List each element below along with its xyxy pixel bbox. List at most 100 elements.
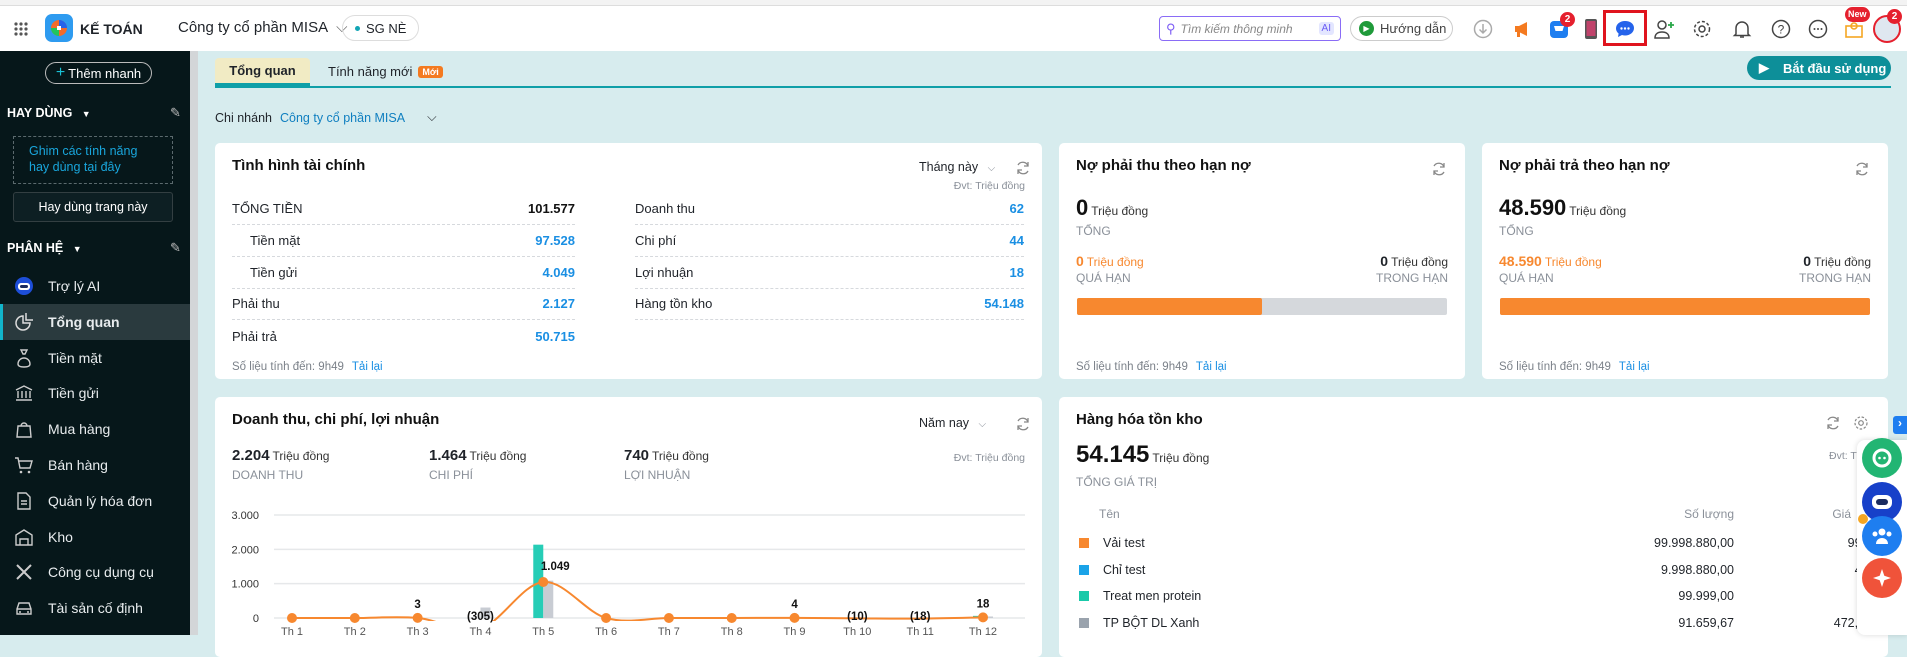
sidebar-item-3[interactable]: Tiền mặt [0,340,190,376]
overdue-value: 48.590 [1499,253,1542,269]
period-dropdown[interactable]: Tháng này ⌵ [919,160,995,174]
sparkle-ai-icon[interactable] [1862,558,1902,598]
row-value[interactable]: 50.715 [535,329,575,344]
row-label: Phải trả [232,329,277,344]
caret-down-icon: ▼ [73,244,82,254]
chat-support-icon[interactable] [1862,438,1902,478]
chevron-down-icon: ⌵ [988,163,996,174]
car-icon [14,598,34,618]
profit-point[interactable] [287,613,297,623]
sidebar-item-5[interactable]: Mua hàng [0,411,190,447]
branch-dropdown[interactable]: Công ty cổ phần MISA [280,111,405,125]
start-using-button[interactable]: ▶Bắt đầu sử dụng [1747,56,1891,80]
sidebar-item-9[interactable]: Công cụ dụng cụ [0,554,190,590]
quick-add-button[interactable]: +Thêm nhanh [45,62,152,84]
reload-link[interactable]: Tải lại [352,361,383,373]
x-tick-label: Th 2 [344,626,366,638]
sidebar-item-label: Tiền mặt [48,350,102,366]
refresh-icon[interactable] [1015,160,1031,176]
legend-swatch [1079,565,1089,575]
sidebar-item-label: Tiền gửi [48,385,99,401]
help-icon[interactable]: ? [1770,18,1792,40]
edit-pencil-icon[interactable]: ✎ [170,240,181,256]
row-value[interactable]: 18 [1010,265,1024,280]
expand-panel-chevron-icon[interactable]: › [1893,416,1907,434]
y-tick-label: 3.000 [231,510,259,522]
pin-this-page-button[interactable]: Hay dùng trang này [13,192,173,222]
more-options-icon[interactable] [1807,18,1829,40]
edit-pencil-icon[interactable]: ✎ [170,105,181,121]
profit-point[interactable] [538,577,548,587]
refresh-icon[interactable] [1825,415,1841,431]
company-selector[interactable]: Công ty cổ phần MISA⌵ [178,19,347,36]
community-group-icon[interactable] [1862,516,1902,556]
add-user-icon[interactable] [1653,18,1675,40]
sidebar-item-label: Quản lý hóa đơn [48,493,152,509]
megaphone-icon[interactable] [1512,18,1534,40]
cart-icon[interactable]: 2 [1548,18,1570,40]
profit-point[interactable] [978,612,988,622]
user-avatar[interactable]: 2 [1873,15,1901,43]
row-value[interactable]: 54.148 [984,296,1024,311]
row-value[interactable]: 4.049 [542,265,575,280]
legend-swatch [1079,538,1089,548]
tab-overview[interactable]: Tổng quan [215,58,310,86]
x-tick-label: Th 5 [532,626,554,638]
smart-search-input[interactable]: ⚲ Tìm kiếm thông minh AI [1159,16,1341,41]
refresh-icon[interactable] [1854,161,1870,177]
profit-point[interactable] [664,613,674,623]
gift-icon[interactable]: New [1843,18,1865,40]
status-dot-icon [355,26,360,31]
refresh-icon[interactable] [1431,161,1447,177]
reload-link[interactable]: Tải lại [1619,361,1650,373]
reload-link[interactable]: Tải lại [1196,361,1227,373]
profit-point[interactable] [727,613,737,623]
sidebar-item-8[interactable]: Kho [0,519,190,555]
profit-point[interactable] [413,613,423,623]
sidebar-item-1[interactable]: Trợ lý AI [0,268,190,304]
row-value[interactable]: 97.528 [535,233,575,248]
sidebar-item-10[interactable]: Tài sản cố định [0,590,190,626]
sidebar-item-7[interactable]: Quản lý hóa đơn [0,483,190,519]
branch-pill[interactable]: SG NÈ [342,15,419,41]
row-value[interactable]: 101.577 [528,201,575,216]
period-dropdown[interactable]: Năm nay ⌵ [919,416,986,430]
stat-value: 2.204 [232,447,270,464]
card-title: Tình hình tài chính [232,157,365,174]
profit-point[interactable] [350,613,360,623]
mobile-app-icon[interactable] [1580,18,1602,40]
app-grid-icon[interactable] [10,18,32,40]
settings-gear-icon[interactable] [1853,415,1869,431]
cart-badge: 2 [1560,12,1575,27]
profit-point[interactable] [601,613,611,623]
settings-gear-icon[interactable] [1691,18,1713,40]
sidebar-item-4[interactable]: Tiền gửi [0,375,190,411]
favorites-section-toggle[interactable]: HAY DÙNG ▼ [7,106,91,120]
product-name: Chỉ test [1103,563,1888,577]
notification-bell-icon[interactable] [1731,18,1753,40]
profit-point[interactable] [790,613,800,623]
chat-icon[interactable] [1614,18,1636,40]
row-label: Phải thu [232,296,280,311]
row-value[interactable]: 62 [1010,201,1024,216]
download-icon[interactable] [1472,18,1494,40]
chevron-down-icon[interactable]: ⌵ [427,110,436,125]
row-value[interactable]: 44 [1010,233,1024,248]
product-name: TP BỘT DL Xanh [1103,616,1888,630]
sidebar-item-2[interactable]: Tổng quan [0,304,190,340]
refresh-icon[interactable] [1015,416,1031,432]
card-title: Doanh thu, chi phí, lợi nhuận [232,411,439,428]
profit-data-label: 1.049 [541,561,570,573]
modules-section-toggle[interactable]: PHÂN HỆ ▼ [7,241,82,255]
sidebar-scrollbar[interactable] [190,51,198,635]
guide-button[interactable]: ▶Hướng dẫn [1350,16,1453,41]
sidebar-item-6[interactable]: Bán hàng [0,447,190,483]
x-tick-label: Th 12 [969,626,997,638]
row-value[interactable]: 2.127 [542,296,575,311]
